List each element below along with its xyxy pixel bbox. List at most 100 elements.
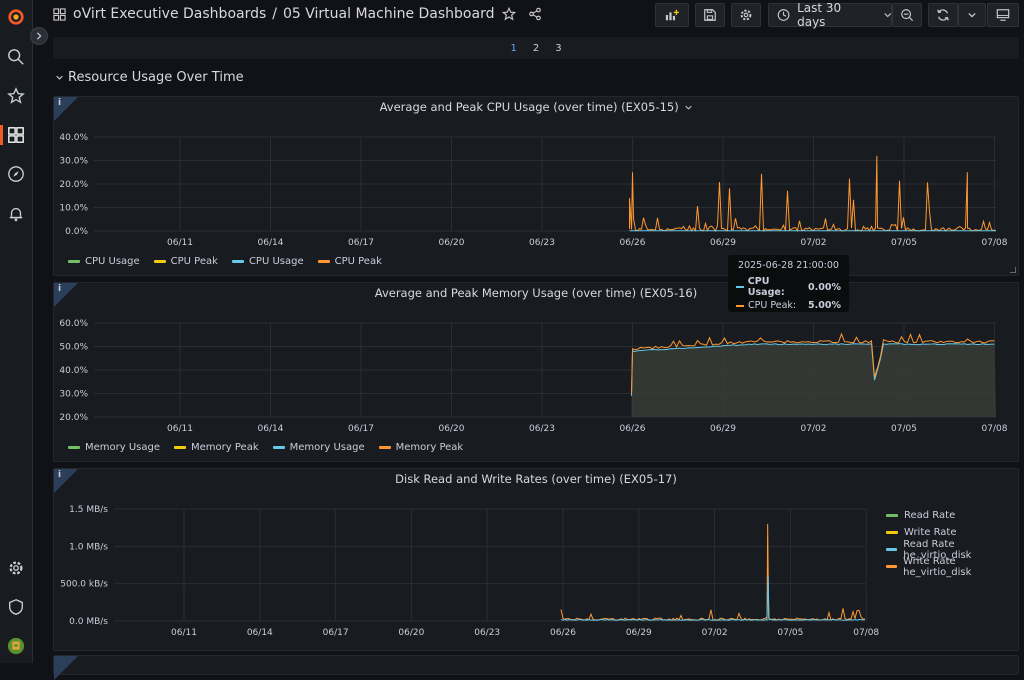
panel-title[interactable]: Average and Peak CPU Usage (over time) (… xyxy=(54,100,1018,114)
y-tick-label: 30.0% xyxy=(59,390,88,400)
panel-info-corner[interactable] xyxy=(54,656,78,680)
info-icon: i xyxy=(58,284,62,294)
panel-title[interactable]: Disk Read and Write Rates (over time) (E… xyxy=(395,472,677,486)
tooltip-value: 5.00% xyxy=(808,300,841,311)
user-avatar[interactable] xyxy=(6,636,26,656)
tooltip-label: CPU Peak: xyxy=(748,300,797,311)
chart-legend: Read Rate Write Rate Read Rate he_virtio… xyxy=(886,507,1018,578)
legend-item[interactable]: Read Rate xyxy=(886,507,1018,524)
panel-info-corner[interactable] xyxy=(54,469,78,493)
cpu-usage-chart[interactable]: 40.0% 30.0% 20.0% 10.0% 0.0% 06/11 06/14 06/17 0… xyxy=(54,97,1020,277)
legend-item[interactable]: CPU Usage xyxy=(68,256,140,267)
refresh-button[interactable] xyxy=(928,3,958,27)
y-tick-label: 40.0% xyxy=(59,133,88,143)
row-header[interactable]: Resource Usage Over Time xyxy=(56,70,244,85)
x-tick-label: 06/20 xyxy=(398,628,424,638)
explore-icon[interactable] xyxy=(6,164,26,184)
panel-resize-handle[interactable] xyxy=(1010,267,1016,273)
x-tick-label: 06/26 xyxy=(550,628,576,638)
disk-rates-chart[interactable]: 1.5 MB/s 1.0 MB/s 500.0 kB/s 0.0 MB/s 06/11 0… xyxy=(54,469,1020,652)
pager-page-3[interactable]: 3 xyxy=(555,42,562,54)
panel-info-corner[interactable] xyxy=(54,283,78,307)
legend-item[interactable]: CPU Peak xyxy=(153,256,218,267)
memory-usage-chart[interactable]: 60.0% 50.0% 40.0% 30.0% 20.0% 06/11 06/14 06/17… xyxy=(54,283,1020,463)
dashboard-title[interactable]: 05 Virtual Machine Dashboard xyxy=(283,6,495,22)
x-tick-label: 06/11 xyxy=(171,628,197,638)
breadcrumb-folder-link[interactable]: oVirt Executive Dashboards xyxy=(73,6,267,22)
legend-item[interactable]: Read Rate he_virtio_disk xyxy=(886,539,1018,561)
x-tick-label: 06/29 xyxy=(710,238,736,248)
legend-item[interactable]: Write Rate xyxy=(886,524,1018,541)
alerting-bell-icon[interactable] xyxy=(6,204,26,224)
x-tick-label: 06/14 xyxy=(258,238,284,248)
y-tick-label: 20.0% xyxy=(59,413,88,423)
x-tick-label: 06/14 xyxy=(258,424,284,434)
x-tick-label: 07/02 xyxy=(702,628,728,638)
tv-mode-button[interactable] xyxy=(987,3,1019,27)
x-tick-label: 06/26 xyxy=(620,424,646,434)
x-tick-label: 06/20 xyxy=(439,238,465,248)
legend-item[interactable]: Memory Usage xyxy=(272,442,365,453)
memory-usage-area xyxy=(631,343,996,417)
save-icon xyxy=(704,9,716,21)
x-tick-label: 06/29 xyxy=(710,424,736,434)
tooltip-row: CPU Usage: 0.00% xyxy=(736,276,841,298)
y-tick-label: 30.0% xyxy=(59,157,88,167)
grafana-logo-icon[interactable] xyxy=(6,7,26,27)
pager-page-2[interactable]: 2 xyxy=(532,42,540,54)
refresh-interval-dropdown[interactable] xyxy=(958,3,986,27)
read-rate-series-line xyxy=(560,576,866,622)
add-panel-button[interactable] xyxy=(655,3,689,27)
starred-icon[interactable] xyxy=(6,86,26,106)
y-tick-label: 40.0% xyxy=(59,366,88,376)
x-tick-label: 06/17 xyxy=(348,238,374,248)
dashboard-grid-icon xyxy=(53,7,66,21)
legend-item[interactable]: CPU Usage xyxy=(231,256,304,267)
row-title: Resource Usage Over Time xyxy=(68,70,244,85)
info-icon: i xyxy=(58,98,62,108)
legend-item[interactable]: CPU Peak xyxy=(317,256,382,267)
panel-title[interactable]: Average and Peak Memory Usage (over time… xyxy=(374,286,698,300)
y-tick-label: 10.0% xyxy=(59,204,88,214)
zoom-out-button[interactable] xyxy=(892,3,922,27)
configuration-gear-icon[interactable] xyxy=(6,558,26,578)
share-icon[interactable] xyxy=(528,7,542,21)
panel-info-corner[interactable] xyxy=(54,97,78,121)
y-tick-label: 1.5 MB/s xyxy=(69,505,108,515)
memory-usage-series-line xyxy=(631,343,995,396)
sidemenu-expand-chevron-icon[interactable] xyxy=(30,27,48,45)
x-tick-label: 07/05 xyxy=(777,628,803,638)
save-dashboard-button[interactable] xyxy=(695,3,725,27)
cpu-usage-panel: i Average and Peak CPU Usage (over time)… xyxy=(53,96,1019,276)
zoom-out-icon xyxy=(901,9,914,22)
breadcrumb: oVirt Executive Dashboards / 05 Virtual … xyxy=(53,6,542,22)
breadcrumb-separator: / xyxy=(272,6,277,22)
tooltip-time: 2025-06-28 21:00:00 xyxy=(738,260,839,271)
dashboards-icon[interactable] xyxy=(6,125,26,145)
star-dashboard-icon[interactable] xyxy=(502,7,517,21)
clock-icon xyxy=(777,9,790,21)
time-range-picker[interactable]: Last 30 days xyxy=(768,1,892,29)
legend-item[interactable]: Memory Peak xyxy=(174,442,259,453)
x-tick-label: 07/05 xyxy=(891,238,917,248)
legend-item[interactable]: Memory Peak xyxy=(378,442,463,453)
top-navbar: oVirt Executive Dashboards / 05 Virtual … xyxy=(33,0,1024,30)
x-tick-label: 06/17 xyxy=(323,628,349,638)
pager-page-1[interactable]: 1 xyxy=(510,42,517,54)
refresh-icon xyxy=(937,9,949,21)
row-collapse-chevron-icon xyxy=(56,75,63,80)
x-tick-label: 06/20 xyxy=(439,424,465,434)
tooltip-label: CPU Usage: xyxy=(747,276,785,298)
x-tick-label: 07/02 xyxy=(801,424,827,434)
chart-legend: CPU Usage CPU Peak CPU Usage CPU Peak xyxy=(68,256,382,267)
legend-item[interactable]: Memory Usage xyxy=(68,442,160,453)
tooltip-value: 0.00% xyxy=(808,281,841,293)
search-icon[interactable] xyxy=(6,47,26,67)
server-admin-shield-icon[interactable] xyxy=(6,597,26,617)
cpu-peak-series-line xyxy=(629,155,996,233)
time-range-label: Last 30 days xyxy=(797,1,842,29)
y-tick-label: 0.0% xyxy=(65,227,88,237)
dashboard-settings-button[interactable] xyxy=(731,3,761,27)
x-tick-label: 06/29 xyxy=(626,628,652,638)
legend-item[interactable]: Write Rate he_virtio_disk xyxy=(886,556,1018,578)
